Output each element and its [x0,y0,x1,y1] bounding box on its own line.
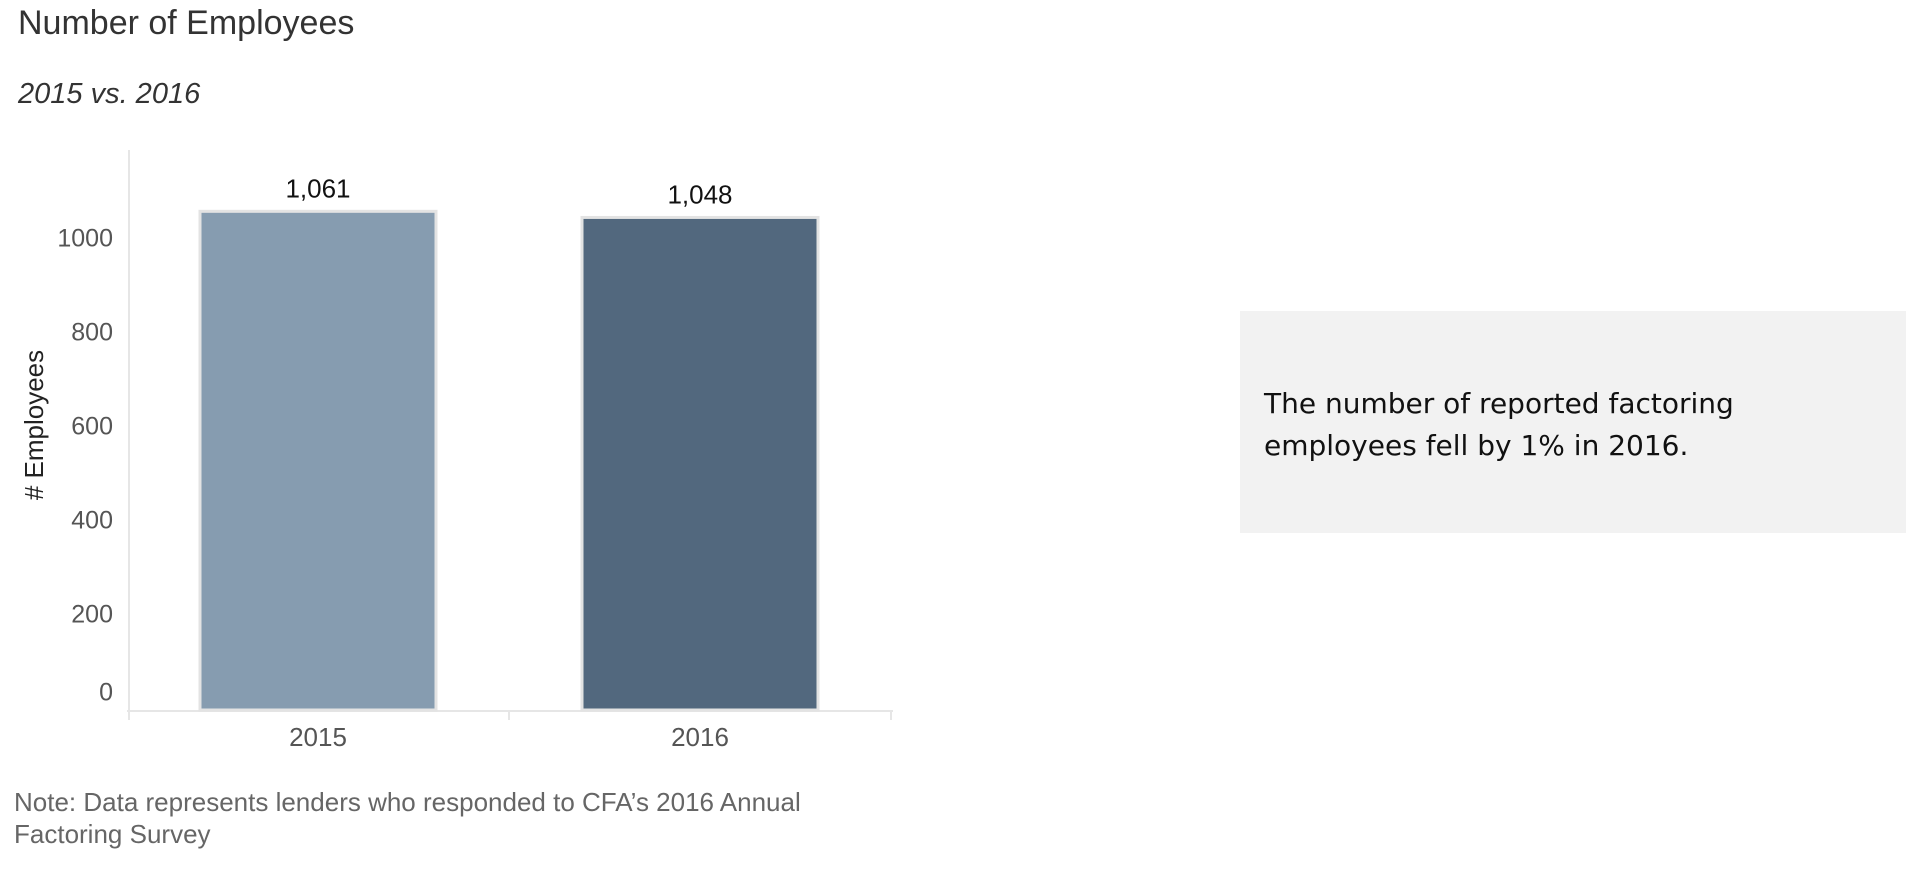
callout-box: The number of reported factoring employe… [1240,311,1906,533]
y-tick-label-200: 200 [71,601,113,629]
bar-2015 [198,209,438,712]
y-tick-label-0: 0 [99,679,113,707]
chart-title: Number of Employees [18,4,355,42]
y-axis-title: # Employees [19,350,49,500]
y-tick-label-800: 800 [71,319,113,347]
callout-text: The number of reported factoring employe… [1264,387,1734,462]
x-tick-label-2016: 2016 [671,722,729,752]
chart-note: Note: Data represents lenders who respon… [14,787,801,849]
y-tick-label-400: 400 [71,507,113,535]
data-label-2015: 1,061 [285,173,350,203]
chart-subtitle: 2015 vs. 2016 [18,78,201,110]
bar-2016 [580,215,820,712]
y-tick-label-1000: 1000 [57,225,113,253]
x-tick-label-2015: 2015 [289,722,347,752]
y-tick-label-600: 600 [71,413,113,441]
bar-chart: 0 200 400 600 800 1000 # Employees 1,061 2015 1,0… [19,150,893,752]
data-label-2016: 1,048 [667,179,732,209]
